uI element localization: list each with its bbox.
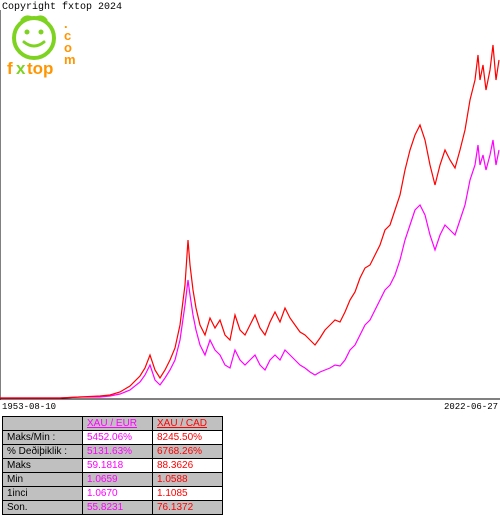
cell-v2: 76.1372 <box>153 501 223 515</box>
table-corner <box>3 417 83 431</box>
cell-v1: 59.1818 <box>83 459 153 473</box>
price-chart <box>0 10 500 400</box>
cell-v2: 88.3626 <box>153 459 223 473</box>
cell-v2: 1.0588 <box>153 473 223 487</box>
cell-v1: 1.0670 <box>83 487 153 501</box>
row-label: % Deðiþiklik : <box>3 445 83 459</box>
col-header-1[interactable]: XAU / EUR <box>83 417 153 431</box>
stats-table: XAU / EUR XAU / CAD Maks/Min :5452.06%82… <box>2 416 223 515</box>
row-label: Son. <box>3 501 83 515</box>
x-axis-end-label: 2022-06-27 <box>444 402 498 412</box>
row-label: Min <box>3 473 83 487</box>
cell-v1: 5452.06% <box>83 431 153 445</box>
cell-v2: 8245.50% <box>153 431 223 445</box>
cell-v2: 6768.26% <box>153 445 223 459</box>
row-label: Maks <box>3 459 83 473</box>
series-line <box>0 140 499 398</box>
cell-v1: 1.0659 <box>83 473 153 487</box>
chart-svg <box>0 10 500 400</box>
series-line <box>0 45 499 398</box>
row-label: Maks/Min : <box>3 431 83 445</box>
x-axis-start-label: 1953-08-10 <box>2 402 56 412</box>
cell-v1: 55.8231 <box>83 501 153 515</box>
cell-v2: 1.1085 <box>153 487 223 501</box>
row-label: 1inci <box>3 487 83 501</box>
cell-v1: 5131.63% <box>83 445 153 459</box>
col-header-2[interactable]: XAU / CAD <box>153 417 223 431</box>
